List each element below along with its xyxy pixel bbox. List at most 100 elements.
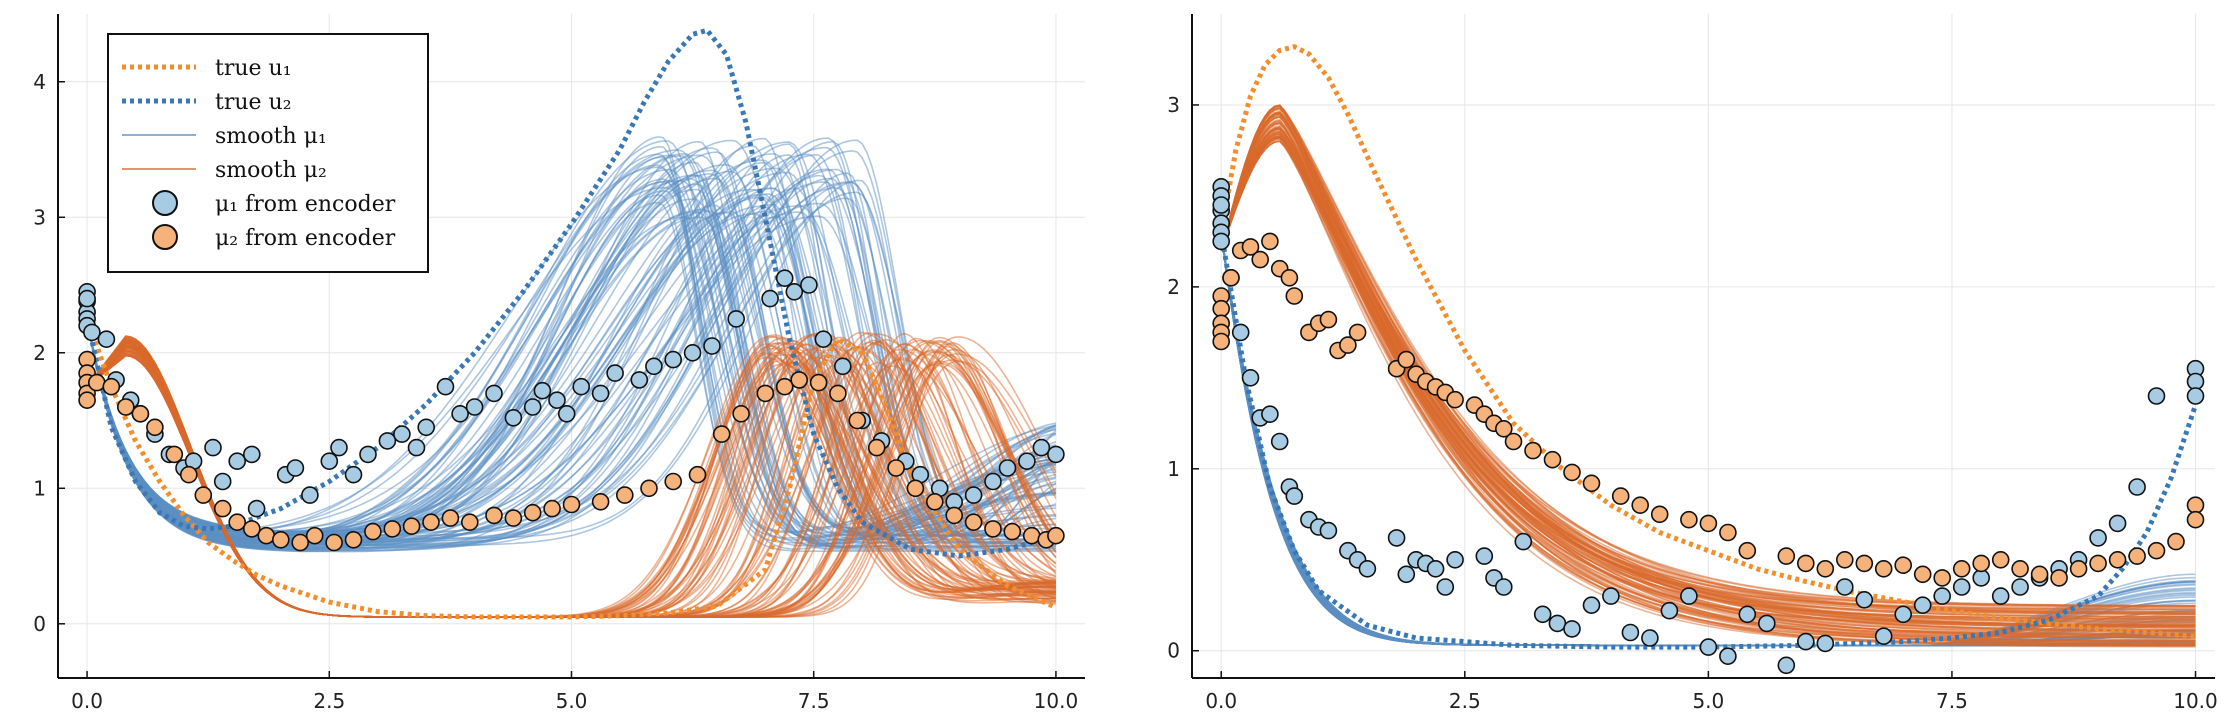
right-mu1-encoder-point: [1641, 629, 1659, 647]
left-mu1-encoder-point: [727, 310, 746, 328]
right-mu2-encoder-point: [1495, 419, 1513, 438]
right-grid: [1192, 14, 2215, 678]
left-mu2-encoder-point: [88, 373, 106, 392]
right-xtick-label-0: 0.0: [1205, 689, 1237, 713]
right-mu2-encoder-point: [2186, 510, 2205, 529]
right-mu1-encoder-point: [1548, 614, 1567, 633]
right-mu1-encoder-point: [2186, 387, 2205, 405]
right-smooth-mu2-curve-78: [1220, 104, 2196, 641]
left-mu2-encoder-point: [523, 503, 542, 522]
left-chart: 0.0 2.5 5.0 7.5 10.0 0 1 2 3 4 true u₁ true u₂ sm…: [33, 14, 1085, 713]
right-mu2-encoder-point: [1261, 232, 1279, 251]
left-mu2-encoder-point: [257, 526, 276, 545]
left-mu2-encoder-point: [945, 506, 964, 525]
right-smooth-mu2-curve-64: [1220, 126, 2196, 643]
left-mu2-encoder-point: [732, 404, 750, 423]
left-mu1-encoder-point: [998, 459, 1017, 477]
right-mu2-encoder-point: [1650, 505, 1669, 524]
left-mu2-encoder-point: [146, 418, 164, 437]
right-mu2-encoder-point: [2128, 547, 2146, 565]
right-true-curve-1: [1218, 44, 2196, 639]
left-mu2-encoder-point: [688, 465, 707, 484]
left-mu2-encoder-point: [543, 499, 561, 518]
left-mu1-encoder-point: [204, 438, 222, 457]
left-true-curve-2: [84, 27, 1057, 559]
right-mu2-encoder-point: [1738, 541, 1757, 560]
right-mu1-encoder-point: [1319, 521, 1338, 540]
right-mu1-encoder-point: [1913, 596, 1932, 615]
left-mu1-encoder-point: [436, 377, 455, 396]
right-ytick-label-2: 2: [1167, 275, 1180, 299]
left-ytick-label-1: 1: [33, 476, 46, 500]
left-mu1-encoder-point: [800, 276, 818, 294]
right-mu1-encoder-point: [1231, 323, 1250, 342]
left-mu2-encoder-point: [117, 398, 135, 416]
legend-swatch-mu2-encoder: [152, 224, 178, 250]
right-mu1-encoder-point: [1387, 529, 1406, 547]
right-xtick-label-3: 7.5: [1936, 689, 1968, 713]
left-mu2-encoder-point: [271, 530, 290, 549]
left-xtick-label-2: 5.0: [556, 689, 588, 713]
left-mu2-encoder-point: [984, 520, 1002, 538]
right-mu2-encoder-point: [2186, 496, 2205, 515]
right-mu1-encoder-point: [1738, 605, 1757, 624]
right-mu1-encoder-point: [1436, 578, 1455, 596]
right-mu1-encoder-point: [1952, 578, 1971, 596]
right-mu1-encoder-point: [1241, 368, 1260, 387]
left-mu2-encoder-point: [441, 509, 460, 527]
right-mu2-encoder-point: [1699, 514, 1718, 533]
right-mu1-encoder-point: [1285, 487, 1304, 505]
left-encoder-markers: [78, 269, 1065, 552]
right-mu1-encoder-point: [1212, 232, 1230, 251]
right-mu2-encoder-point: [1952, 559, 1971, 578]
right-mu2-encoder-point: [1280, 268, 1299, 287]
right-mu2-encoder-point: [1212, 299, 1230, 318]
right-mu2-encoder-point: [1582, 474, 1601, 493]
right-mu1-encoder-point: [1426, 559, 1445, 578]
right-mu1-encoder-point: [1475, 547, 1494, 565]
legend-label-smooth-mu1: smooth μ₁: [215, 124, 327, 149]
right-mu1-encoder-point: [1719, 647, 1737, 666]
right-mu2-encoder-point: [1855, 554, 1874, 573]
left-mu2-encoder-point: [756, 384, 775, 403]
right-mu1-encoder-point: [1855, 590, 1874, 609]
left-xtick-label-4: 10.0: [1034, 689, 1079, 713]
right-mu1-encoder-point: [1602, 587, 1620, 605]
right-mu2-encoder-point: [1719, 523, 1737, 542]
left-mu2-encoder-point: [165, 445, 184, 464]
right-mu1-encoder-point: [2128, 478, 2146, 496]
right-axes: [1191, 14, 2215, 679]
legend-label-mu1-encoder: μ₁ from encoder: [215, 192, 396, 217]
right-mu2-encoder-point: [1543, 450, 1562, 469]
right-mu2-encoder-point: [1339, 336, 1357, 354]
left-axes: [57, 14, 1085, 679]
left-ytick-label-3: 3: [33, 205, 46, 229]
left-mu2-encoder-point: [364, 522, 382, 541]
right-mu2-encoder-point: [2069, 559, 2088, 578]
left-mu2-encoder-point: [291, 533, 310, 552]
right-mu2-encoder-point: [1894, 556, 1912, 575]
left-mu2-encoder-point: [422, 513, 440, 532]
left-mu1-encoder-point: [664, 350, 683, 369]
right-ytick-label-0: 0: [1167, 639, 1180, 663]
right-smooth-mu2-curve-79: [1220, 104, 2196, 616]
left-mu1-encoder-point: [83, 323, 101, 342]
left-mu2-encoder-point: [305, 526, 324, 545]
legend-swatch-mu1-encoder: [152, 190, 178, 216]
left-mu2-encoder-point: [213, 499, 232, 518]
right-mu1-encoder-point: [2186, 372, 2205, 391]
right-mu1-encoder-point: [1758, 614, 1776, 633]
left-mu1-encoder-point: [1047, 445, 1065, 464]
left-mu1-encoder-point: [572, 377, 591, 396]
left-xtick-label-1: 2.5: [313, 689, 345, 713]
right-mu2-encoder-point: [1611, 487, 1630, 505]
right-mu1-encoder-point: [1836, 578, 1854, 596]
right-mu2-encoder-point: [1991, 550, 2010, 569]
left-mu1-encoder-point: [964, 486, 983, 504]
right-mu2-encoder-point: [1874, 559, 1893, 578]
right-smooth-mu2-curve-77: [1220, 133, 2196, 633]
left-mu2-encoder-point: [906, 479, 925, 498]
right-mu2-encoder-point: [2050, 569, 2068, 587]
left-true-curves: [84, 27, 1057, 620]
